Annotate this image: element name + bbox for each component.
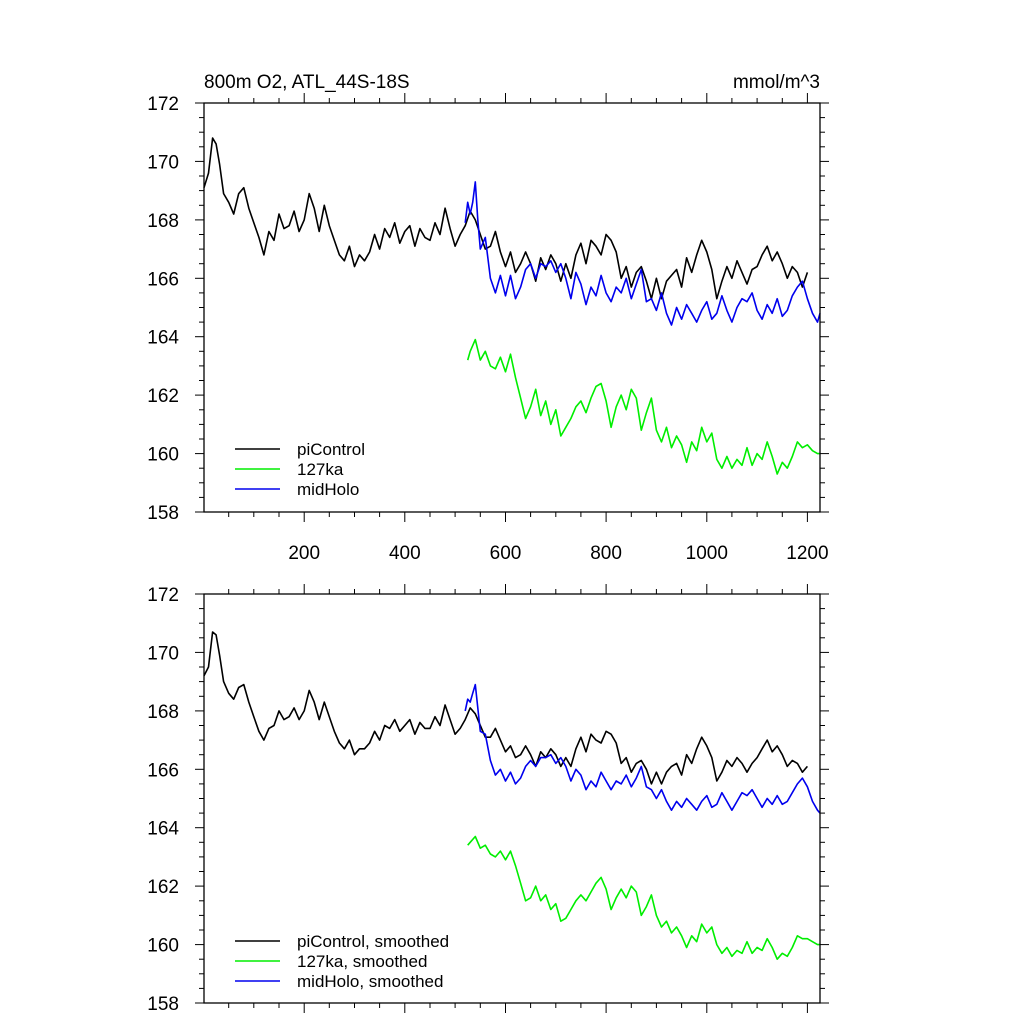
y-tick-label: 160 bbox=[147, 936, 179, 957]
bottom-panel: 158 160 162 164 166 168 170 172 piControl, smoo… bbox=[147, 584, 829, 1015]
series-line bbox=[203, 631, 809, 785]
y-tick-label: 162 bbox=[147, 386, 179, 407]
y-tick-label: 170 bbox=[147, 643, 179, 664]
series-line bbox=[203, 137, 809, 300]
series-line bbox=[467, 835, 820, 961]
y-tick-label: 158 bbox=[147, 503, 179, 524]
legend-label: midHolo bbox=[297, 480, 359, 499]
series-line bbox=[464, 181, 821, 326]
y-tick-label: 170 bbox=[147, 152, 179, 173]
y-tick-label: 162 bbox=[147, 877, 179, 898]
y-tick-label: 158 bbox=[147, 994, 179, 1015]
series-line bbox=[466, 338, 820, 475]
plot-frame bbox=[203, 593, 821, 1004]
top-panel: 800m O2, ATL_44S-18S mmol/m^3 158 160 162 1… bbox=[147, 72, 829, 564]
x-tick-label: 200 bbox=[288, 543, 320, 564]
x-tick-label: 800 bbox=[590, 543, 622, 564]
chart-units: mmol/m^3 bbox=[733, 72, 820, 93]
y-tick-label: 164 bbox=[147, 819, 179, 840]
legend-label: 127ka bbox=[297, 460, 344, 479]
y-tick-label: 172 bbox=[147, 585, 179, 606]
x-tick-label: 600 bbox=[490, 543, 522, 564]
y-tick-label: 168 bbox=[147, 211, 179, 232]
y-tick-label: 166 bbox=[147, 760, 179, 781]
x-tick-label: 1200 bbox=[786, 543, 828, 564]
y-tick-label: 160 bbox=[147, 445, 179, 466]
y-tick-label: 164 bbox=[147, 328, 179, 349]
chart-title: 800m O2, ATL_44S-18S bbox=[204, 72, 410, 93]
legend-label: piControl, smoothed bbox=[297, 932, 449, 951]
legend-label: 127ka, smoothed bbox=[297, 952, 427, 971]
x-tick-label: 1000 bbox=[686, 543, 728, 564]
y-tick-label: 166 bbox=[147, 269, 179, 290]
x-tick-label: 400 bbox=[389, 543, 421, 564]
legend-label: piControl bbox=[297, 440, 365, 459]
series-line bbox=[464, 683, 821, 814]
plot-frame bbox=[203, 102, 821, 513]
y-tick-label: 172 bbox=[147, 94, 179, 115]
legend-label: midHolo, smoothed bbox=[297, 972, 443, 991]
y-tick-label: 168 bbox=[147, 702, 179, 723]
